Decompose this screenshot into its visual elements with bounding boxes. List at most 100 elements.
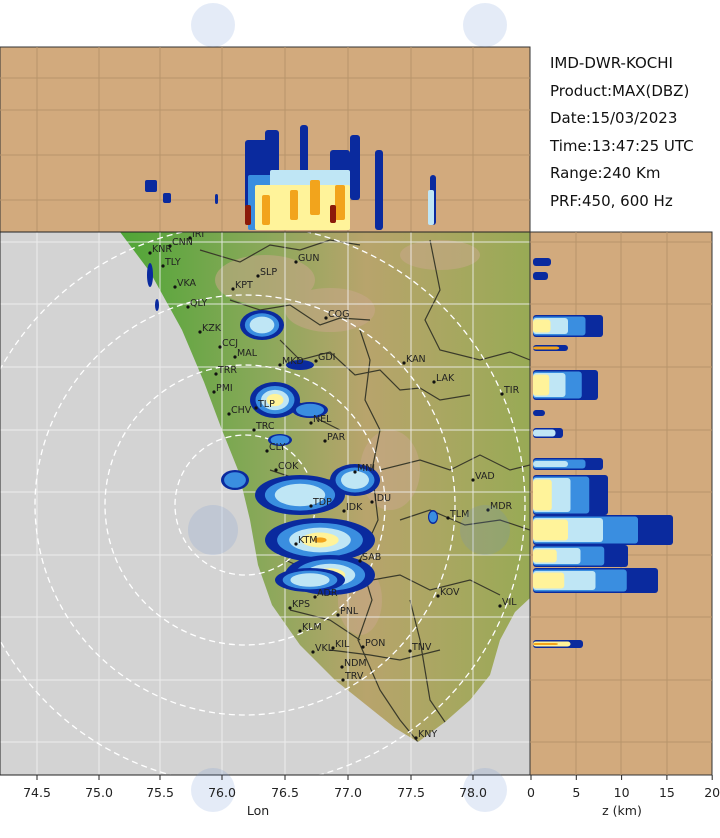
city-marker — [198, 330, 202, 334]
city-label-kny: KNY — [418, 729, 437, 740]
city-label-tnv: TNV — [411, 642, 432, 653]
city-marker — [265, 449, 269, 453]
city-marker — [188, 236, 192, 240]
lon-tick-label: 77.5 — [397, 785, 425, 800]
city-label-slp: SLP — [260, 267, 277, 278]
radar-echo — [330, 205, 336, 223]
radar-echo — [533, 319, 551, 333]
date-label: Date:15/03/2023 — [550, 109, 678, 127]
city-label-vkl: VKL — [315, 643, 334, 654]
radar-echo — [245, 205, 251, 225]
city-marker — [252, 428, 256, 432]
city-marker — [331, 646, 335, 650]
radar-echo — [262, 195, 270, 225]
radar-echo — [350, 135, 360, 200]
city-marker — [186, 305, 190, 309]
city-marker — [254, 406, 258, 410]
top-cross-section-panel — [0, 46, 531, 233]
city-marker — [341, 678, 345, 682]
city-marker — [486, 508, 490, 512]
city-label-vad: VAD — [475, 471, 495, 482]
city-marker — [309, 504, 313, 508]
radar-echo — [255, 185, 350, 230]
radar-echo — [533, 519, 568, 541]
radar-echo — [145, 180, 157, 192]
city-marker — [402, 361, 406, 365]
city-marker — [309, 421, 313, 425]
city-marker — [324, 316, 328, 320]
city-marker — [161, 264, 165, 268]
city-marker — [323, 439, 327, 443]
city-label-ccj: CCJ — [222, 338, 238, 349]
side-cross-section-panel — [529, 231, 713, 776]
radar-echo — [155, 299, 159, 311]
city-marker — [361, 645, 365, 649]
city-label-cok: COK — [278, 461, 299, 472]
radar-echo — [215, 194, 218, 204]
city-label-adr: ADR — [317, 588, 338, 599]
radar-echo — [147, 263, 153, 287]
city-marker — [370, 500, 374, 504]
city-label-cnn: CNN — [172, 237, 193, 248]
radar-echo — [375, 150, 383, 230]
city-label-ktm: KTM — [298, 535, 318, 546]
range-ring — [0, 232, 526, 775]
range-ring — [104, 364, 386, 646]
radar-echo — [533, 429, 556, 437]
city-label-kov: KOV — [440, 587, 460, 598]
city-label-tlp: TLP — [257, 399, 275, 410]
city-marker — [294, 260, 298, 264]
city-label-kil: KIL — [335, 639, 350, 650]
city-label-gun: GUN — [298, 253, 319, 264]
city-label-kps: KPS — [292, 599, 310, 610]
z-tick-label: 0 — [527, 785, 535, 800]
radar-echo — [341, 471, 369, 489]
radar-echo — [533, 258, 551, 266]
city-label-lak: LAK — [436, 373, 455, 384]
radar-echo — [270, 435, 290, 445]
radar-echo — [290, 573, 330, 587]
city-marker — [231, 287, 235, 291]
city-marker — [294, 542, 298, 546]
city-label-trc: TRC — [255, 421, 275, 432]
city-marker — [471, 478, 475, 482]
imd-emblem-watermark — [188, 3, 510, 812]
city-marker — [313, 595, 317, 599]
city-marker — [414, 736, 418, 740]
radar-echo — [533, 461, 568, 467]
city-label-iri: IRI — [192, 229, 204, 240]
city-marker — [218, 345, 222, 349]
city-marker — [358, 559, 362, 563]
z-tick-label: 20 — [704, 785, 720, 800]
city-marker — [314, 359, 318, 363]
radar-echo — [429, 511, 437, 523]
lon-tick-label: 76.5 — [271, 785, 299, 800]
city-marker — [446, 516, 450, 520]
city-label-tly: TLY — [164, 257, 181, 268]
city-marker — [173, 285, 177, 289]
prf-label: PRF:450, 600 Hz — [550, 191, 673, 210]
city-label-knr: KNR — [152, 244, 172, 255]
radar-echo — [295, 403, 325, 417]
city-marker — [148, 251, 152, 255]
city-marker — [212, 390, 216, 394]
city-label-idk: IDK — [346, 502, 363, 513]
city-marker — [214, 372, 218, 376]
radar-echo — [533, 346, 560, 350]
city-marker — [227, 412, 231, 416]
lon-tick-label: 77.0 — [334, 785, 362, 800]
city-label-sab: SAB — [362, 552, 381, 563]
city-label-gdi: GDI — [318, 352, 335, 363]
city-label-nel: NEL — [313, 414, 332, 425]
city-label-tir: TIR — [503, 385, 520, 396]
radar-echo — [163, 193, 171, 203]
radar-echo — [310, 180, 320, 215]
station-name: IMD-DWR-KOCHI — [550, 54, 673, 72]
city-marker — [408, 649, 412, 653]
radar-info-block: IMD-DWR-KOCHI Product:MAX(DBZ) Date:15/0… — [550, 50, 694, 215]
city-marker — [340, 665, 344, 669]
city-label-cly: CLY — [269, 442, 286, 453]
city-label-vka: VKA — [177, 278, 197, 289]
city-label-chv: CHV — [231, 405, 252, 416]
